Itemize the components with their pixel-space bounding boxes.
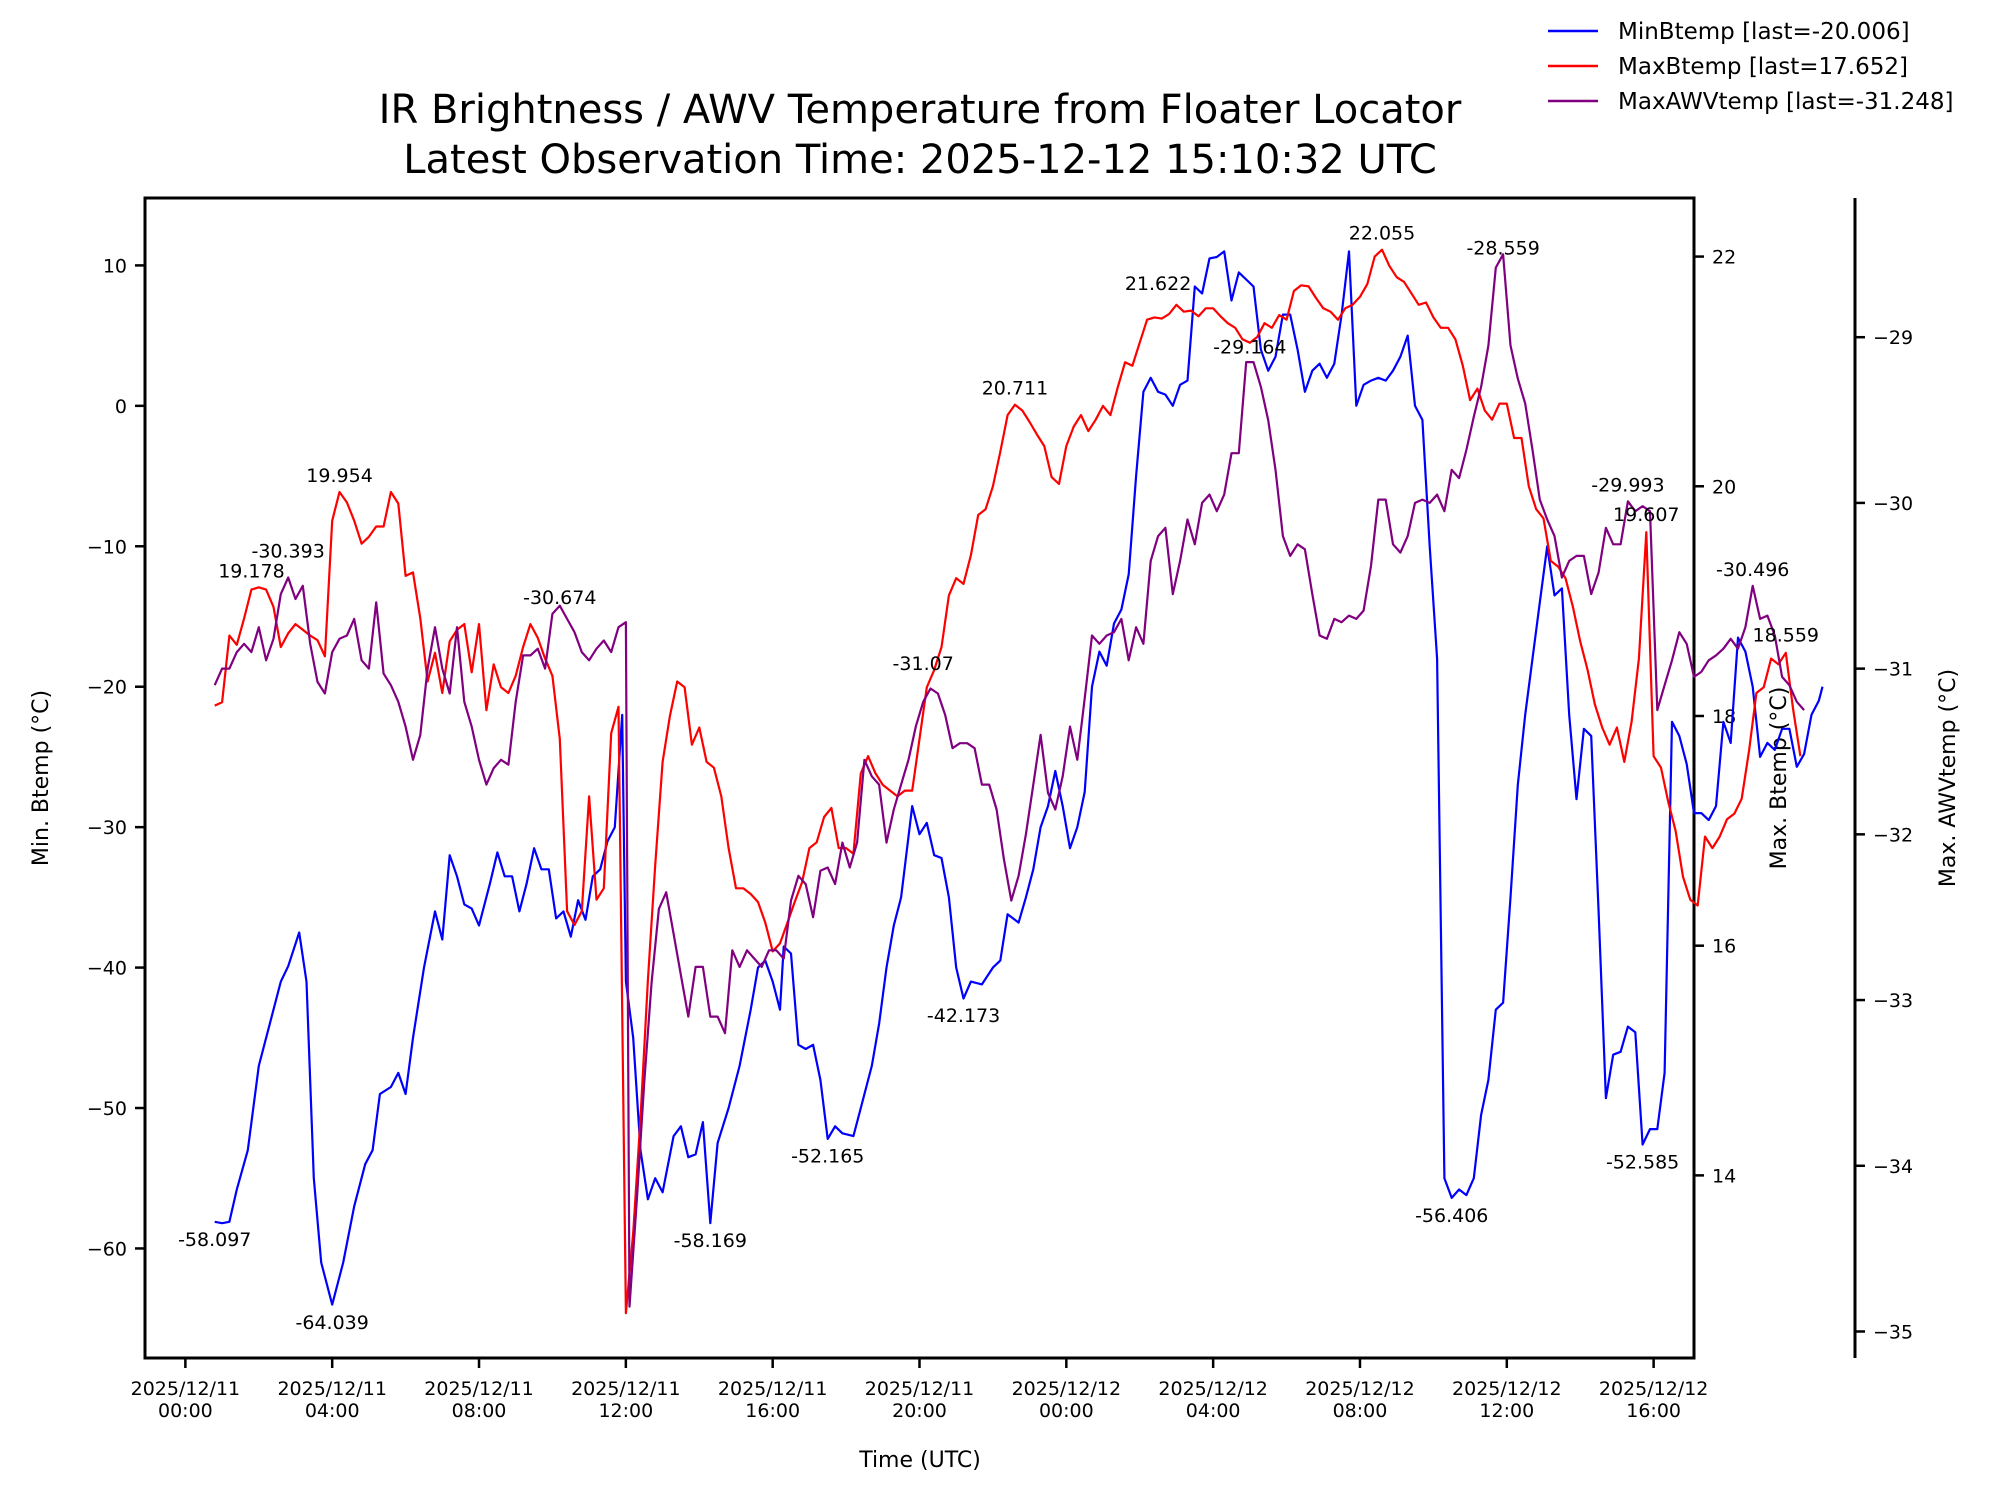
legend-label: MaxBtemp [last=17.652] [1618,54,1908,80]
y-tick-label-right-1: 16 [1712,936,1736,958]
y-axis-label-right-2: Max. AWVtemp (°C) [1936,669,1961,887]
y-tick-label-left: −20 [87,677,127,699]
data-annotation: -29.164 [1213,337,1286,359]
x-tick-label: 2025/12/11 [424,1378,534,1400]
y-tick-label-left: −40 [87,958,127,980]
data-annotation: -31.07 [893,653,954,675]
x-tick-label: 16:00 [745,1400,800,1422]
data-annotation: -30.496 [1716,559,1789,581]
y-axis-ticks-left: 10 0 −10 −20 −30 −40 −50 −60 [87,255,145,1260]
plot-frame [143,196,1696,1360]
series-line-maxbtemp [214,248,1802,1315]
x-tick-label: 16:00 [1626,1400,1681,1422]
data-annotation: 20.711 [982,378,1048,400]
y-tick-label-right-1: 22 [1712,247,1736,269]
x-tick-label: 2025/12/11 [718,1378,828,1400]
data-annotation: -58.169 [674,1230,747,1252]
y-tick-label-right-2: −35 [1873,1321,1913,1343]
data-annotations: -58.097 -64.039 -58.169 -52.165 -42.173 -56.4… [178,223,1819,1335]
chart-title-line-1: IR Brightness / AWV Temperature from Flo… [379,87,1462,133]
data-annotation: 21.622 [1125,273,1191,295]
data-annotation: -56.406 [1415,1205,1488,1227]
y-tick-label-right-2: −33 [1873,990,1913,1012]
x-tick-label: 04:00 [305,1400,360,1422]
data-annotation: -64.039 [296,1312,369,1334]
y-tick-label-left: 0 [115,396,127,418]
y-tick-label-left: −60 [87,1238,127,1260]
y-axis-label-left: Min. Btemp (°C) [29,690,54,866]
legend: MinBtemp [last=-20.006] MaxBtemp [last=17… [1548,19,1953,115]
series-lines [213,248,1824,1315]
data-annotation: 19.954 [306,465,372,487]
data-annotation: 19.607 [1613,504,1679,526]
y-axis-label-right-1: Max. Btemp (°C) [1767,687,1792,870]
y-axis-ticks-right-2: −29 −30 −31 −32 −33 −34 −35 [1855,327,1913,1343]
x-axis-label: Time (UTC) [858,1448,981,1473]
x-tick-label: 2025/12/11 [571,1378,681,1400]
x-tick-label: 2025/12/12 [1452,1378,1562,1400]
data-annotation: -52.585 [1606,1151,1679,1173]
x-tick-label: 2025/12/12 [1158,1378,1268,1400]
legend-label: MaxAWVtemp [last=-31.248] [1618,89,1953,115]
y-tick-label-right-2: −30 [1873,493,1913,515]
series-line-maxawvtemp [213,253,1805,1308]
series-line-minbtemp [214,250,1824,1306]
y-tick-label-left: 10 [103,255,127,277]
x-tick-label: 2025/12/12 [1012,1378,1122,1400]
y-axis-ticks-right-1: 22 20 18 16 14 [1694,247,1736,1187]
data-annotation: 19.178 [218,560,284,582]
x-tick-label: 00:00 [158,1400,213,1422]
x-tick-label: 08:00 [1333,1400,1388,1422]
x-tick-label: 2025/12/11 [277,1378,387,1400]
y-tick-label-right-1: 18 [1712,706,1736,728]
data-annotation: -42.173 [927,1005,1000,1027]
x-axis-ticks: 2025/12/1100:002025/12/1104:002025/12/11… [131,1358,1709,1422]
y-tick-label-right-2: −32 [1873,824,1913,846]
y-tick-label-right-2: −34 [1873,1156,1913,1178]
x-tick-label: 12:00 [598,1400,653,1422]
y-tick-label-left: −30 [87,817,127,839]
data-annotation: -58.097 [178,1229,251,1251]
data-annotation: -28.559 [1466,237,1539,259]
y-tick-label-right-1: 20 [1712,476,1736,498]
x-tick-label: 2025/12/12 [1599,1378,1709,1400]
data-annotation: -29.993 [1591,474,1664,496]
x-tick-label: 20:00 [892,1400,947,1422]
x-tick-label: 2025/12/11 [865,1378,975,1400]
data-annotation: 22.055 [1349,223,1415,245]
data-annotation: -30.674 [523,587,596,609]
y-tick-label-left: −50 [87,1098,127,1120]
data-annotation: 18.559 [1753,625,1819,647]
x-tick-label: 04:00 [1186,1400,1241,1422]
y-tick-label-right-2: −29 [1873,327,1913,349]
x-tick-label: 08:00 [452,1400,507,1422]
chart-title-line-2: Latest Observation Time: 2025-12-12 15:1… [403,137,1437,183]
data-annotation: -30.393 [251,541,324,563]
y-tick-label-left: −10 [87,536,127,558]
x-tick-label: 2025/12/11 [131,1378,241,1400]
y-tick-label-right-1: 14 [1712,1165,1736,1187]
y-tick-label-right-2: −31 [1873,659,1913,681]
x-tick-label: 2025/12/12 [1305,1378,1415,1400]
legend-label: MinBtemp [last=-20.006] [1618,19,1910,45]
data-annotation: -52.165 [791,1145,864,1167]
x-tick-label: 00:00 [1039,1400,1094,1422]
x-tick-label: 12:00 [1479,1400,1534,1422]
